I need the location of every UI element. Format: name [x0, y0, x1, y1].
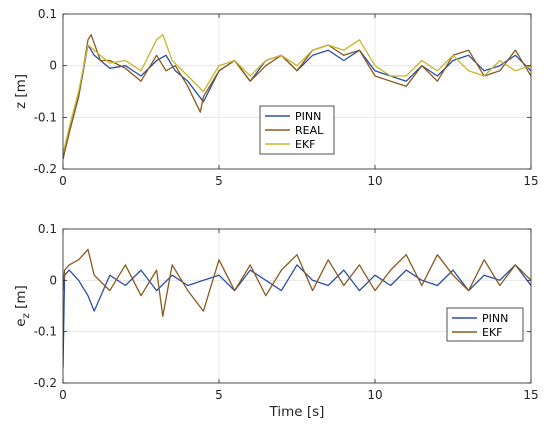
y-tick-label: -0.1 [34, 110, 57, 124]
y-tick-label: -0.1 [34, 325, 57, 339]
series-line-ekf [63, 34, 531, 154]
x-tick-label: 0 [59, 388, 67, 402]
y-axis-label: ez [m] [13, 285, 32, 327]
axes-frame [62, 228, 532, 384]
y-tick-label: 0 [49, 273, 57, 287]
y-axis-label: z [m] [13, 74, 29, 109]
x-tick-label: 10 [367, 388, 382, 402]
legend-label-pinn: PINN [295, 110, 321, 123]
y-tick-label: 0 [49, 59, 57, 73]
legend-label-ekf: EKF [482, 326, 503, 339]
series-line-real [63, 34, 531, 159]
x-tick-label: 5 [215, 388, 223, 402]
axes-frame [62, 13, 532, 170]
x-tick-label: 15 [523, 388, 538, 402]
y-tick-label: -0.2 [34, 162, 57, 176]
plot-area [63, 229, 531, 383]
x-tick-label: 15 [523, 174, 538, 188]
y-tick-label: 0.1 [38, 222, 57, 236]
x-tick-label: 5 [215, 174, 223, 188]
x-tick-label: 0 [59, 174, 67, 188]
y-tick-label: -0.2 [34, 376, 57, 390]
y-tick-label: 0.1 [38, 7, 57, 21]
x-axis-label: Time [s] [269, 404, 325, 420]
series-line-pinn [63, 264, 531, 368]
series-line-ekf [63, 248, 531, 317]
x-tick-label: 10 [367, 174, 382, 188]
legend-label-ekf: EKF [295, 138, 316, 151]
legend-box [446, 307, 524, 342]
legend-label-real: REAL [295, 124, 324, 137]
legend-label-pinn: PINN [482, 312, 508, 325]
